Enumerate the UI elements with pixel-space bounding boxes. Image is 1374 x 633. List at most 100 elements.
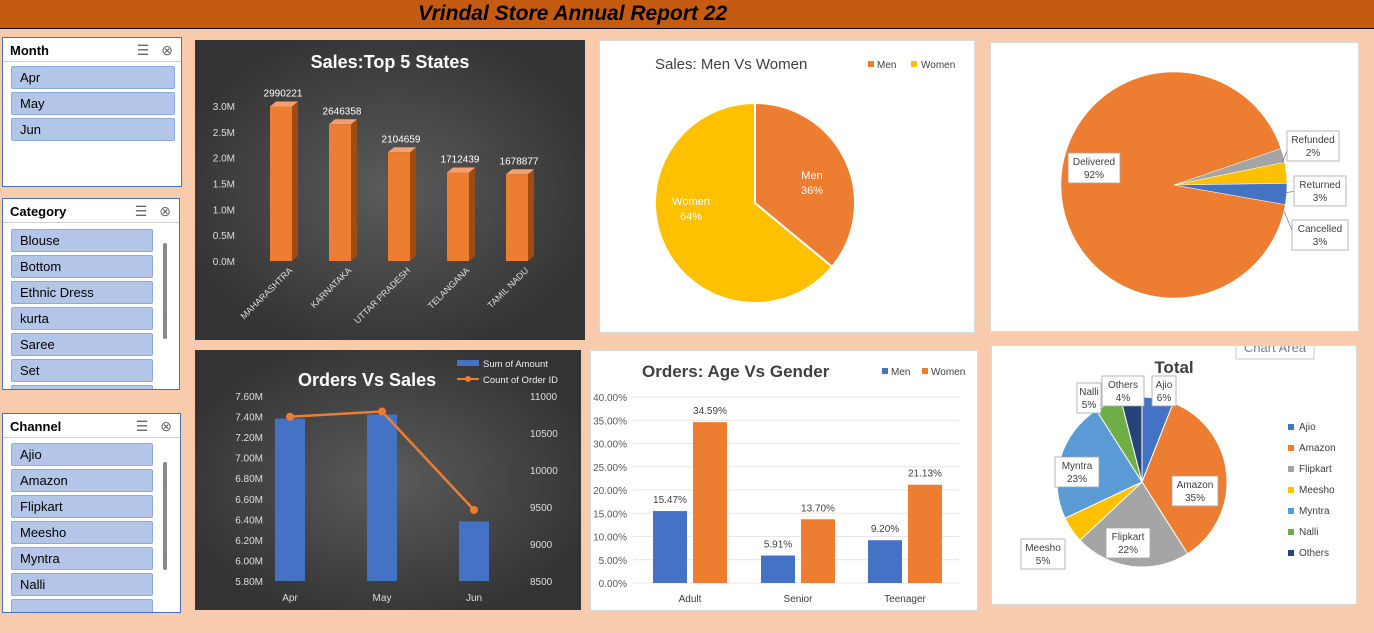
title-bar: Vrindal Store Annual Report 22 <box>0 0 1374 29</box>
clear-filter-icon[interactable]: ⊗ <box>159 203 171 219</box>
y-tick-label: 7.60M <box>235 392 263 403</box>
legend-swatch <box>1288 550 1294 556</box>
y2-tick-label: 10500 <box>530 429 558 440</box>
x-tick-label: KARNATAKA <box>309 265 354 310</box>
slicer-item-nalli[interactable]: Nalli <box>11 573 153 596</box>
slice-percent: 23% <box>1067 474 1087 485</box>
slicer-item-apr[interactable]: Apr <box>11 66 175 89</box>
slice-percent: 2% <box>1306 148 1321 159</box>
bar-top <box>506 169 534 175</box>
clear-filter-icon[interactable]: ⊗ <box>160 418 172 434</box>
gender-pie-chart[interactable]: Sales: Men Vs Women Men Women Men 36% Women 64… <box>599 40 975 333</box>
slice-label: Ajio <box>1156 380 1173 391</box>
legend-label: Myntra <box>1299 506 1330 517</box>
x-tick-label: Senior <box>784 594 814 605</box>
data-label: 1712439 <box>441 155 480 166</box>
bar-top <box>447 167 475 173</box>
legend-label: Count of Order ID <box>483 375 558 386</box>
slicer-item-flipkart[interactable]: Flipkart <box>11 495 153 518</box>
data-label: 2104659 <box>382 134 421 145</box>
slicer-item-blouse[interactable]: Blouse <box>11 229 153 252</box>
bar <box>868 540 902 583</box>
callout-box <box>1105 527 1151 559</box>
age-gender-chart[interactable]: Orders: Age Vs Gender Men Women 0.00% 5.00% 1… <box>590 350 978 611</box>
slicer-item-saree[interactable]: Saree <box>11 333 153 356</box>
slicer-item-amazon[interactable]: Amazon <box>11 469 153 492</box>
bar <box>506 174 528 261</box>
slicer-item-set[interactable]: Set <box>11 359 153 382</box>
data-label: 9.20% <box>871 524 899 535</box>
top-states-chart[interactable]: Sales:Top 5 States 0.0M 0.5M 1.0M 1.5M 2.0M 2.… <box>195 40 585 340</box>
callout-box <box>1151 375 1177 407</box>
y-tick-label: 3.0M <box>213 102 235 113</box>
callout-box <box>1101 375 1145 407</box>
slicer-item-may[interactable]: May <box>11 92 175 115</box>
y-tick-label: 5.80M <box>235 577 263 588</box>
legend-marker <box>465 376 471 382</box>
slicer-header: Category ☰ ⊗ <box>3 199 179 223</box>
slicer-item-jun[interactable]: Jun <box>11 118 175 141</box>
scrollbar[interactable] <box>163 243 167 339</box>
bar <box>367 414 397 581</box>
multi-select-icon[interactable]: ☰ <box>135 418 149 434</box>
data-label: 2646358 <box>323 106 362 117</box>
multi-select-icon[interactable]: ☰ <box>136 42 150 58</box>
slice-percent: 92% <box>1084 170 1104 181</box>
chart-title: Sales: Men Vs Women <box>655 56 807 73</box>
bar-side <box>292 101 298 261</box>
slice-percent: 22% <box>1118 545 1138 556</box>
pie-slice <box>1173 183 1288 205</box>
legend-swatch <box>1288 529 1294 535</box>
gender-pie-svg: Sales: Men Vs Women Men Women Men 36% Women 64… <box>654 56 955 304</box>
chart-title: Orders Vs Sales <box>298 370 436 390</box>
slice-label: Delivered <box>1073 157 1115 168</box>
multi-select-icon[interactable]: ☰ <box>134 203 148 219</box>
bar <box>388 152 410 261</box>
y-tick-label: 7.20M <box>235 433 263 444</box>
legend-label: Men <box>877 60 896 71</box>
pie-slice <box>754 101 856 269</box>
scrollbar[interactable] <box>163 462 167 570</box>
data-label: 13.70% <box>801 503 835 514</box>
clear-filter-icon[interactable]: ⊗ <box>161 42 173 58</box>
channel-pie-chart[interactable]: Total Ajio 6% Amazon 35% Flipkart 22% Meesho 5% M… <box>991 345 1357 605</box>
slicer-item-partial[interactable] <box>11 385 153 389</box>
slice-percent: 64% <box>680 211 702 223</box>
data-label: 1678877 <box>500 156 539 167</box>
y-tick-label: 20.00% <box>593 486 627 497</box>
y-tick-label: 6.60M <box>235 495 263 506</box>
slicer-title: Month <box>10 43 49 58</box>
y-tick-label: 6.00M <box>235 556 263 567</box>
orders-sales-svg: Orders Vs Sales Sum of Amount Count of Ord… <box>235 359 558 604</box>
bar <box>329 124 351 261</box>
x-tick-label: Apr <box>282 593 298 604</box>
legend-label: Women <box>921 60 955 71</box>
slicer-item-ajio[interactable]: Ajio <box>11 443 153 466</box>
legend-swatch <box>1288 487 1294 493</box>
slicer-item-ethnic-dress[interactable]: Ethnic Dress <box>11 281 153 304</box>
y-tick-label: 30.00% <box>593 440 627 451</box>
slicer-title: Channel <box>10 419 62 434</box>
channel-slicer: Channel ☰ ⊗ Ajio Amazon Flipkart Meesho … <box>2 413 181 613</box>
legend-swatch <box>868 61 874 67</box>
pie-slice <box>654 101 834 304</box>
slice-percent: 6% <box>1157 393 1172 404</box>
slicer-item-partial[interactable] <box>11 599 153 612</box>
slice-label: Women <box>672 196 710 208</box>
line-marker <box>378 407 386 416</box>
slicer-item-kurta[interactable]: kurta <box>11 307 153 330</box>
slicer-item-meesho[interactable]: Meesho <box>11 521 153 544</box>
slicer-item-myntra[interactable]: Myntra <box>11 547 153 570</box>
line-marker <box>286 412 294 421</box>
callout-box <box>1171 475 1219 507</box>
y-tick-label: 0.00% <box>599 579 627 590</box>
slice-percent: 35% <box>1185 493 1205 504</box>
orders-sales-chart[interactable]: Orders Vs Sales Sum of Amount Count of Ord… <box>195 350 581 610</box>
status-pie-chart[interactable]: Delivered 92% Refunded 2% Returned 3% Cancelle… <box>990 42 1359 332</box>
legend-label: Others <box>1299 548 1329 559</box>
y2-tick-label: 9000 <box>530 540 553 551</box>
slicer-header: Channel ☰ ⊗ <box>3 414 180 438</box>
slicer-item-bottom[interactable]: Bottom <box>11 255 153 278</box>
data-label: 2990221 <box>264 89 303 100</box>
slice-label: Amazon <box>1177 480 1214 491</box>
